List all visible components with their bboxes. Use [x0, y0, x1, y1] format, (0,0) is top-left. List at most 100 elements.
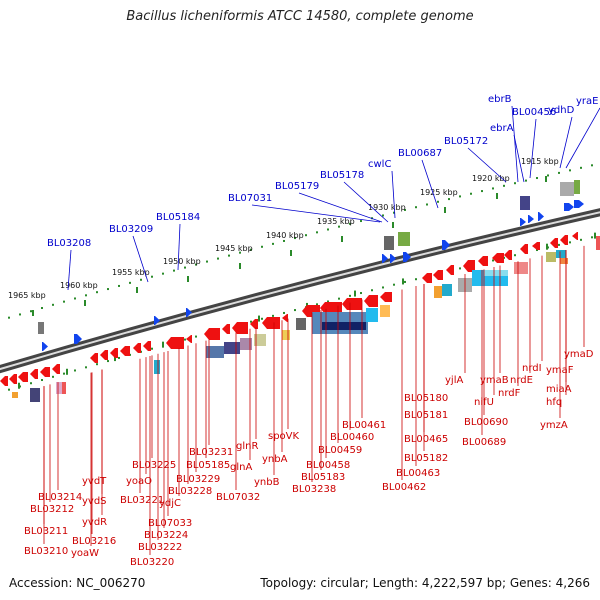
- connector-line: [391, 170, 396, 219]
- gene-label-BL05179: BL05179: [275, 181, 319, 192]
- gene-arrow: [342, 298, 362, 310]
- gene-arrow: [186, 335, 192, 343]
- gene-label-BL05180: BL05180: [404, 393, 448, 404]
- gene-label-BL07033: BL07033: [148, 518, 192, 529]
- feature-block: [556, 250, 566, 258]
- scale-dot: [184, 266, 186, 269]
- scale-dot: [195, 335, 197, 338]
- scale-dot: [591, 236, 593, 239]
- connector-line: [67, 249, 72, 291]
- gene-arrow: [478, 256, 488, 266]
- major-tick: [496, 193, 498, 199]
- gene-label-ydjC: ydjC: [159, 498, 181, 509]
- scale-dot: [492, 259, 494, 262]
- gene-arrow: [520, 218, 526, 226]
- gene-arrow: [204, 328, 220, 340]
- major-tick: [341, 236, 343, 242]
- gene-arrow: [380, 292, 392, 302]
- connector-line: [529, 118, 537, 179]
- scale-dot: [360, 220, 362, 223]
- scale-dot: [415, 278, 417, 281]
- gene-label-ynbA: ynbA: [262, 454, 288, 465]
- gene-label-nrdE: nrdE: [510, 375, 533, 386]
- gene-label-glnA: glnA: [230, 462, 252, 473]
- feature-block: [62, 382, 66, 394]
- gene-arrow: [100, 350, 108, 360]
- scale-dot: [206, 260, 208, 263]
- connector-line: [298, 192, 383, 223]
- gene-arrow: [572, 232, 578, 240]
- major-tick: [594, 232, 596, 239]
- scale-dot: [96, 363, 98, 366]
- gene-arrow: [564, 203, 574, 211]
- gene-arrow: [74, 334, 82, 344]
- scale-dot: [162, 272, 164, 275]
- connector-line: [511, 105, 519, 183]
- gene-label-BL00463: BL00463: [396, 468, 440, 479]
- gene-label-yvdS: yvdS: [82, 496, 107, 507]
- gene-arrow: [574, 200, 584, 208]
- feature-block: [574, 180, 580, 194]
- outer-scale-dots: 1965 kbp 1960 kbp 1955 kbp 1950 kbp 1945 kbp…: [8, 157, 593, 319]
- gene-arrow: [364, 295, 378, 307]
- scale-label: 1950 kbp: [163, 257, 201, 266]
- feature-block: [514, 262, 528, 274]
- gene-arrow: [9, 374, 17, 384]
- gene-label-BL03211: BL03211: [24, 526, 68, 537]
- scale-dot: [459, 267, 461, 270]
- scale-dot: [151, 275, 153, 278]
- feature-block: [484, 270, 508, 276]
- gene-label-BL05182: BL05182: [404, 453, 448, 464]
- scale-dot: [404, 208, 406, 211]
- gene-arrow: [442, 240, 450, 250]
- scale-dot: [272, 314, 274, 317]
- scale-dot: [382, 286, 384, 289]
- gene-arrow: [560, 235, 568, 245]
- major-tick: [402, 278, 404, 285]
- gene-arrow: [186, 308, 192, 317]
- major-tick: [187, 276, 189, 282]
- scale-dot: [52, 375, 54, 378]
- gene-label-ynbB: ynbB: [254, 477, 280, 488]
- connector-line: [565, 107, 600, 169]
- gene-arrow: [320, 302, 342, 314]
- feature-block: [398, 232, 410, 246]
- gene-label-BL05181: BL05181: [404, 410, 448, 421]
- gene-features: [0, 180, 600, 402]
- scale-dot: [349, 222, 351, 225]
- major-tick: [162, 341, 164, 348]
- gene-label-nifU: nifU: [474, 397, 494, 408]
- scale-dot: [349, 294, 351, 297]
- gene-label-ymaB: ymaB: [480, 375, 509, 386]
- gene-arrow: [528, 215, 534, 223]
- feature-block: [12, 392, 18, 398]
- connector-line: [132, 235, 149, 283]
- major-tick: [546, 243, 548, 250]
- gene-label-BL03229: BL03229: [176, 474, 220, 485]
- feature-block: [154, 360, 160, 374]
- connector-line: [467, 147, 507, 183]
- gene-label-BL00690: BL00690: [464, 417, 508, 428]
- gene-label-BL00461: BL00461: [342, 420, 386, 431]
- gene-label-BL00465: BL00465: [404, 434, 448, 445]
- major-tick: [32, 310, 34, 316]
- gene-arrow: [30, 369, 38, 379]
- scale-dot: [228, 254, 230, 257]
- gene-label-yvdR: yvdR: [82, 517, 107, 528]
- major-tick: [545, 176, 547, 182]
- scale-dot: [250, 320, 252, 323]
- gene-label-ymzA: ymzA: [540, 420, 568, 431]
- scale-label: 1935 kbp: [317, 217, 355, 226]
- gene-label-BL05183: BL05183: [301, 472, 345, 483]
- scale-label: 1925 kbp: [420, 188, 458, 197]
- gene-label-BL00459: BL00459: [318, 445, 362, 456]
- scale-dot: [96, 291, 98, 294]
- scale-dot: [52, 303, 54, 306]
- scale-dot: [316, 231, 318, 234]
- feature-block: [596, 236, 600, 250]
- scale-dot: [492, 187, 494, 190]
- feature-block: [520, 196, 530, 210]
- gene-label-spoVK: spoVK: [268, 431, 300, 442]
- gene-label-BL03225: BL03225: [132, 460, 176, 471]
